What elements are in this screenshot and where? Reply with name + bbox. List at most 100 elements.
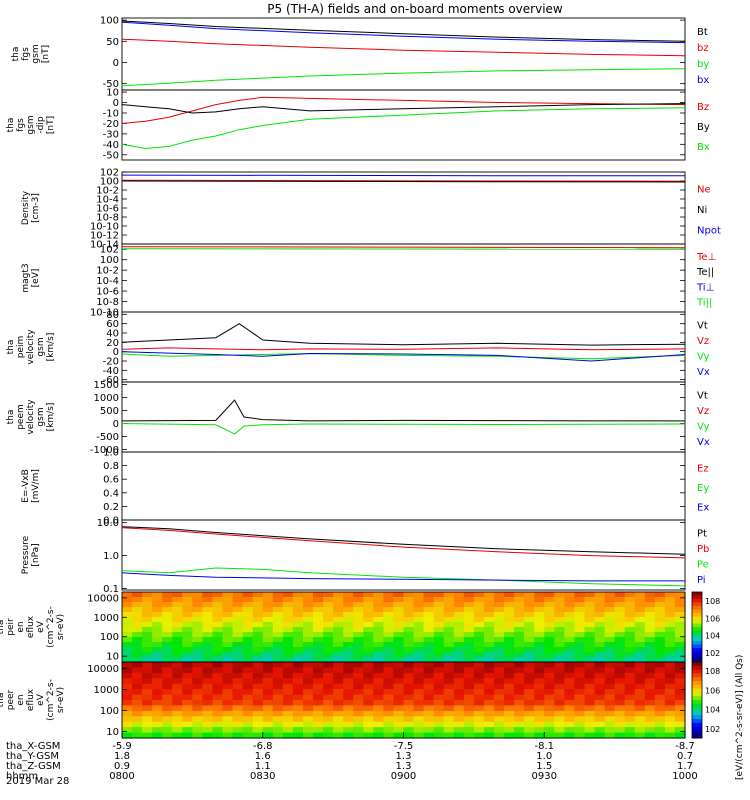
heatmap-cell [544, 705, 555, 712]
heatmap-cell [353, 705, 364, 712]
heatmap-cell [524, 705, 535, 712]
heatmap-cell [473, 632, 485, 638]
heatmap-cell [443, 597, 455, 603]
y-axis-label: thapeimvelocitygsm[km/s] [6, 329, 56, 365]
heatmap-cell [634, 607, 646, 613]
heatmap-cell [524, 662, 535, 668]
heatmap-cell [473, 592, 485, 598]
heatmap-cell [162, 637, 173, 643]
heatmap-cell [172, 592, 183, 598]
heatmap-cell [624, 647, 636, 653]
heatmap-cell [212, 705, 224, 712]
colorbar-segment [692, 595, 702, 600]
heatmap-cell [564, 617, 576, 623]
heatmap-cell [594, 622, 606, 628]
y-tick-label: 0 [113, 347, 119, 358]
heatmap-cell [624, 652, 636, 658]
y-tick-label: 10-4 [96, 195, 119, 206]
panel-frame [121, 171, 686, 245]
heatmap-cell [162, 647, 173, 653]
heatmap-cell [393, 652, 405, 658]
heatmap-cell [373, 694, 384, 701]
heatmap-cell [152, 597, 163, 603]
heatmap-cell [614, 710, 626, 717]
heatmap-cell [534, 672, 545, 679]
heatmap-cell [473, 657, 485, 663]
heatmap-cell [494, 678, 505, 685]
heatmap-cell [363, 637, 374, 643]
heatmap-cell [584, 637, 596, 643]
heatmap-cell [614, 678, 626, 685]
heatmap-cell [393, 683, 405, 690]
panel-5: 806040200-20-40-60thapeimvelocitygsm[km/… [6, 310, 710, 386]
y-tick-label: 1000 [94, 685, 119, 696]
heatmap-cell [564, 602, 576, 608]
heatmap-cell [303, 592, 314, 598]
heatmap-cell [303, 672, 314, 679]
heatmap-cell [473, 612, 485, 618]
heatmap-cell [594, 602, 606, 608]
heatmap-cell [664, 607, 676, 613]
y-axis-label-line: eflux [26, 688, 36, 711]
heatmap-cell [594, 632, 606, 638]
heatmap-cell [363, 689, 374, 696]
heatmap-cell [423, 642, 435, 648]
colorbar-segment [692, 637, 702, 642]
heatmap-cell [343, 637, 354, 643]
heatmap-cell [483, 612, 495, 618]
heatmap-cell [192, 662, 204, 668]
heatmap-cell [534, 617, 545, 623]
heatmap-cell [252, 683, 264, 690]
heatmap-cell [343, 705, 354, 712]
heatmap-cell [403, 637, 415, 643]
heatmap-cell [584, 700, 596, 706]
heatmap-cell [594, 683, 606, 690]
heatmap-cell [333, 637, 344, 643]
heatmap-cell [534, 678, 545, 685]
heatmap-cell [574, 652, 586, 658]
heatmap-cell [292, 612, 304, 618]
heatmap-cell [393, 700, 405, 706]
heatmap-cell [594, 662, 606, 668]
heatmap-cell [644, 710, 656, 717]
heatmap-cell [212, 612, 224, 618]
y-tick-label: 10-6 [96, 287, 119, 298]
heatmap-cell [423, 710, 435, 717]
heatmap-cell [122, 632, 133, 638]
heatmap-cell [483, 592, 495, 598]
heatmap-cell [494, 662, 505, 668]
heatmap-cell [363, 627, 374, 633]
heatmap-cell [383, 622, 395, 628]
heatmap-cell [514, 642, 525, 648]
heatmap-cell [172, 689, 183, 696]
heatmap-cell [544, 710, 555, 717]
heatmap-cell [333, 710, 344, 717]
heatmap-cell [393, 637, 405, 643]
heatmap-cell [544, 683, 555, 690]
heatmap-cell [524, 637, 535, 643]
heatmap-cell [212, 732, 224, 739]
heatmap-cell [182, 592, 193, 598]
heatmap-cell [323, 705, 334, 712]
heatmap-cell [494, 689, 505, 696]
heatmap-cell [142, 627, 153, 633]
heatmap-cell [644, 602, 656, 608]
heatmap-cell [453, 657, 465, 663]
heatmap-cell [403, 710, 415, 717]
heatmap-cell [242, 627, 254, 633]
heatmap-cell [423, 647, 435, 653]
heatmap-cell [172, 637, 183, 643]
heatmap-cell [172, 607, 183, 613]
heatmap-cell [353, 678, 364, 685]
heatmap-cell [403, 700, 415, 706]
heatmap-cell [664, 732, 676, 739]
heatmap-cell [313, 617, 324, 623]
heatmap-cell [664, 652, 676, 658]
heatmap-cell [584, 592, 596, 598]
heatmap-cell [353, 597, 364, 603]
heatmap-cell [504, 672, 515, 679]
heatmap-cell [363, 612, 374, 618]
heatmap-cell [473, 672, 485, 679]
heatmap-cell [674, 597, 686, 603]
heatmap-cell [463, 637, 475, 643]
